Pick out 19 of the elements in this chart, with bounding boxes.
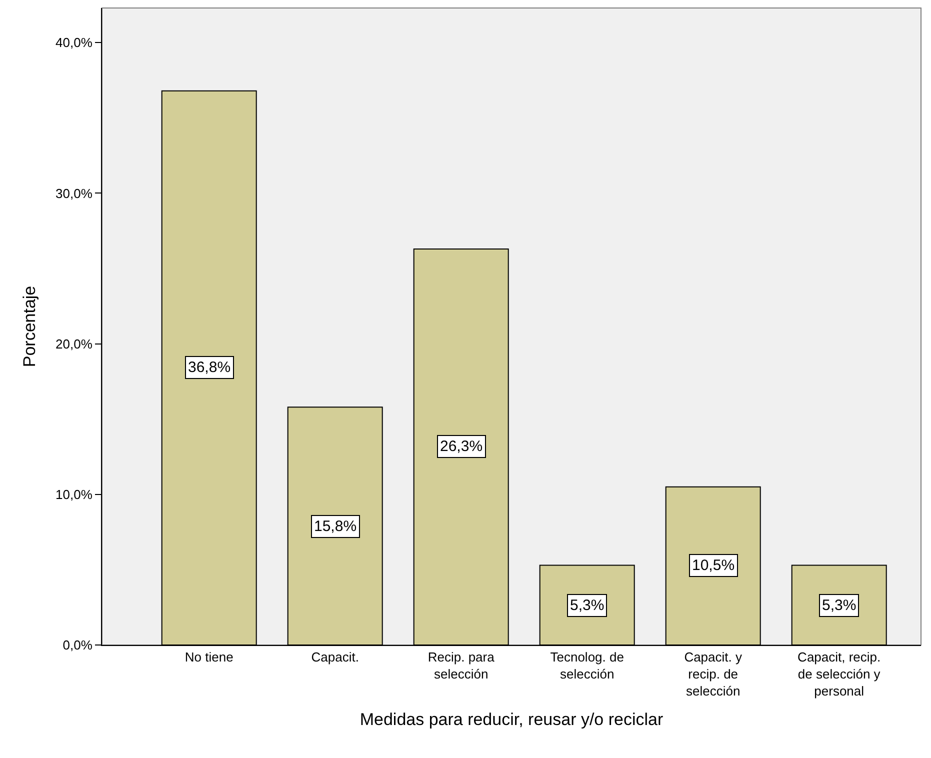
data-label: 5,3% bbox=[570, 597, 604, 614]
y-tick-label: 10,0% bbox=[56, 486, 93, 502]
y-tick-label: 30,0% bbox=[56, 186, 93, 201]
data-label: 36,8% bbox=[188, 359, 231, 376]
y-tick-label: 0,0% bbox=[62, 638, 93, 653]
data-label: 5,3% bbox=[822, 597, 856, 614]
y-tick-label: 20,0% bbox=[56, 336, 93, 352]
y-axis-title: Porcentaje bbox=[20, 286, 40, 368]
data-label: 10,5% bbox=[692, 557, 735, 574]
x-axis-title: Medidas para reducir, reusar y/o reciclar bbox=[360, 710, 664, 729]
y-tick-label: 40,0% bbox=[56, 35, 93, 50]
x-tick-label: Recip. para selección bbox=[428, 650, 496, 682]
x-tick-label: No tiene bbox=[184, 650, 234, 665]
data-label: 26,3% bbox=[440, 438, 483, 455]
x-tick-label: Tecnolog. de selección bbox=[550, 650, 624, 682]
x-tick-label: Capacit. y recip. de selección bbox=[684, 650, 742, 698]
x-tick-label: Capacit, recip. de selección y personal bbox=[798, 650, 881, 698]
x-tick-label: Capacit. bbox=[311, 650, 359, 665]
data-label: 15,8% bbox=[314, 518, 357, 535]
